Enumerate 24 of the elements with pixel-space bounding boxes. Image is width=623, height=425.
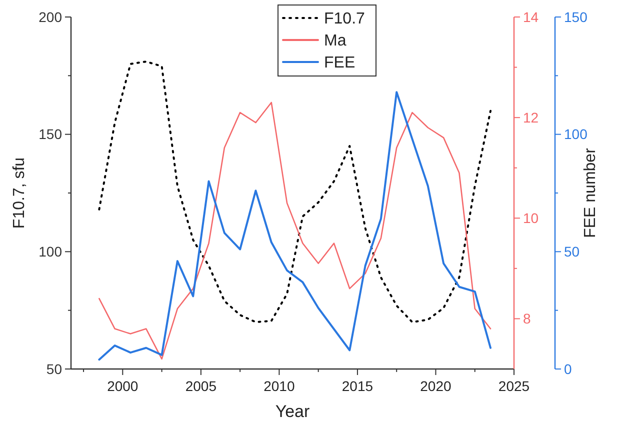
x-tick-label: 2020 xyxy=(420,378,452,394)
x-tick-label: 2005 xyxy=(185,378,217,394)
y3-tick-label: 100 xyxy=(564,126,588,142)
legend-label: Ma xyxy=(324,32,346,50)
y3-tick-label: 0 xyxy=(564,360,572,377)
y-tick-label: 150 xyxy=(38,126,62,142)
x-tick-label: 2010 xyxy=(264,378,295,394)
y3-tick-label: 50 xyxy=(564,244,580,260)
y2-tick-label: 10 xyxy=(523,210,539,226)
x-tick-label: 2000 xyxy=(107,378,138,394)
legend-label: F10.7 xyxy=(324,10,366,28)
y3-axis-title: FEE number xyxy=(582,147,599,238)
y2-tick-label: 12 xyxy=(523,109,539,126)
y2-tick-label: 8 xyxy=(523,310,531,327)
x-tick-label: 2025 xyxy=(498,378,530,394)
x-axis-title: Year xyxy=(275,402,310,421)
y3-tick-label: 150 xyxy=(564,8,588,25)
x-tick-label: 2015 xyxy=(342,378,374,394)
y-axis-title: F10.7, sfu xyxy=(11,157,28,229)
y-tick-label: 100 xyxy=(38,244,62,260)
y-tick-label: 200 xyxy=(38,8,62,25)
legend-label: FEE xyxy=(324,54,356,72)
y-tick-label: 50 xyxy=(46,360,62,377)
y2-tick-label: 14 xyxy=(523,8,539,25)
